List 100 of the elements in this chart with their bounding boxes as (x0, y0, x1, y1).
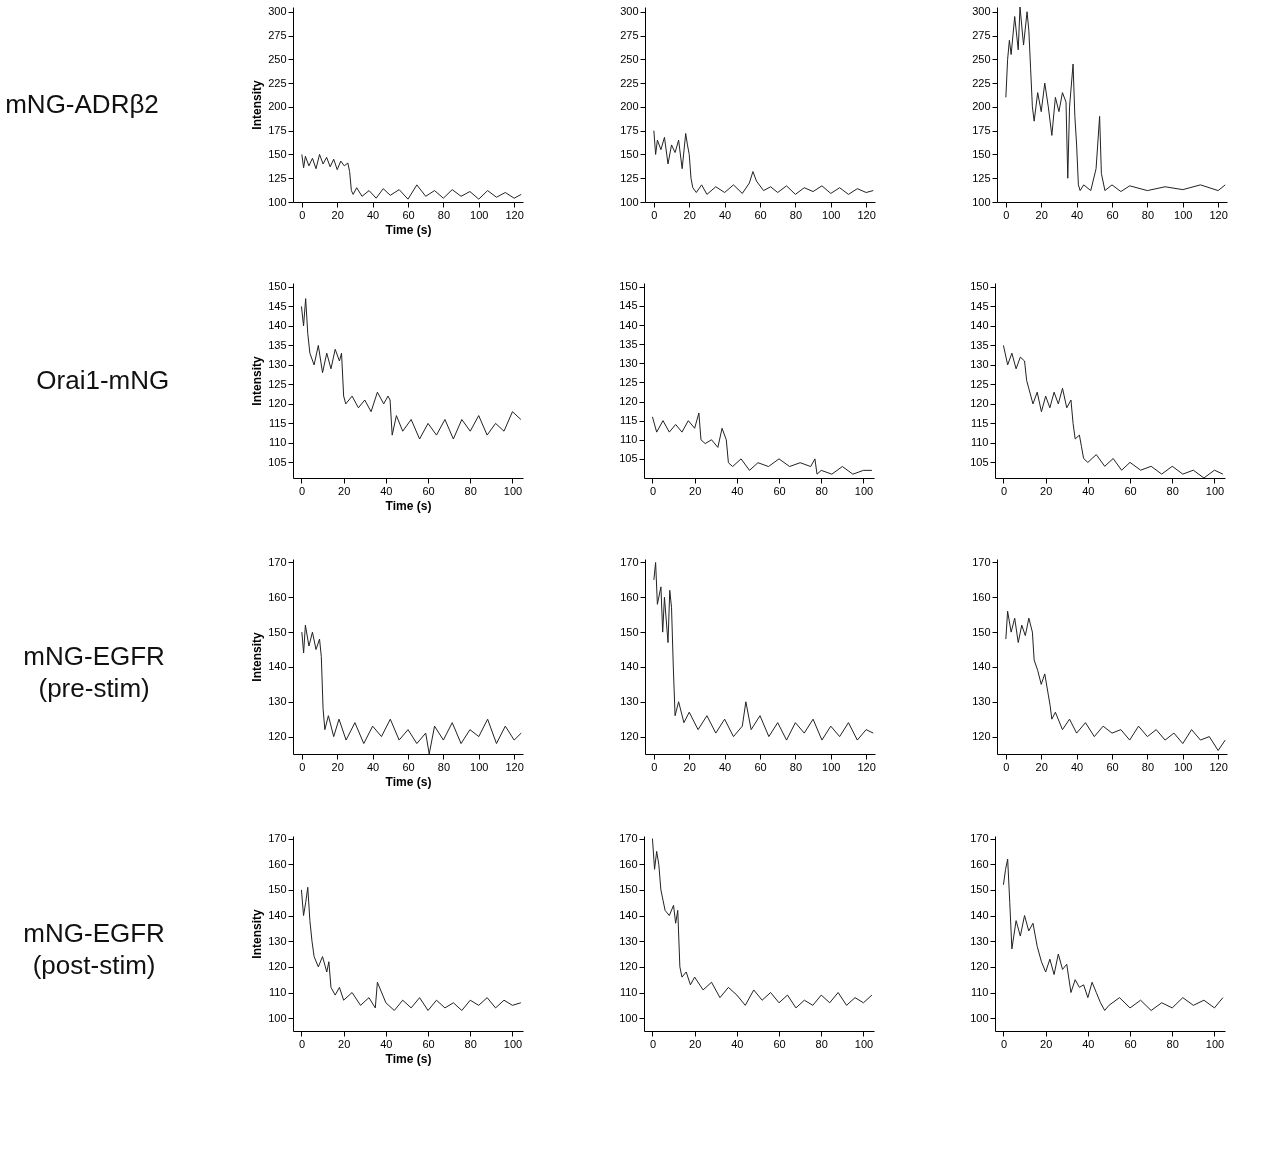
x-tick-label: 60 (1106, 208, 1119, 221)
y-tick-label: 200 (972, 100, 991, 113)
y-tick-label: 175 (268, 124, 287, 137)
y-tick-label: 275 (268, 29, 287, 42)
x-tick-label: 60 (754, 760, 767, 773)
y-tick-label: 160 (268, 590, 287, 603)
x-tick-label: 80 (789, 760, 803, 773)
y-tick-label: 150 (268, 625, 287, 638)
line-series (1005, 610, 1226, 752)
y-tick-label: 115 (619, 414, 638, 427)
x-tick-label: 100 (503, 484, 523, 497)
x-tick-label: 80 (464, 484, 477, 497)
x-tick-label: 40 (1082, 1037, 1095, 1050)
y-tick-label: 200 (268, 100, 287, 113)
y-tick-label: 250 (620, 52, 639, 65)
text: mNG-EGFR (pre-stim) (23, 640, 165, 703)
x-tick-label: 60 (1106, 760, 1119, 773)
y-tick-label: 160 (268, 857, 287, 870)
x-tick-label: 0 (1003, 760, 1010, 773)
y-tick-label: 175 (972, 124, 991, 137)
y-tick-label: 225 (620, 76, 639, 89)
x-tick-label: 120 (857, 760, 876, 773)
x-tick-label: 100 (1174, 760, 1193, 773)
y-tick-label: 100 (620, 195, 639, 208)
y-axis-title: Intensity (250, 80, 265, 130)
x-tick-label: 100 (854, 1037, 874, 1050)
x-tick-label: 100 (854, 484, 874, 497)
y-tick-label: 135 (268, 338, 287, 351)
y-tick-label: 115 (268, 416, 287, 429)
x-tick-label: 20 (338, 484, 351, 497)
x-tick-label: 80 (789, 208, 803, 221)
x-axis-title: Time (s) (385, 498, 432, 513)
x-tick-label: 100 (503, 1037, 523, 1050)
x-tick-label: 80 (815, 484, 828, 497)
y-tick-label: 135 (970, 338, 989, 351)
y-tick-label: 125 (970, 377, 989, 390)
y-tick-label: 250 (268, 52, 287, 65)
y-tick-label: 300 (268, 5, 287, 18)
y-tick-label: 145 (619, 299, 638, 312)
x-tick-label: 40 (1070, 208, 1084, 221)
y-tick-label: 100 (619, 1011, 638, 1024)
y-tick-label: 140 (970, 319, 989, 332)
y-tick-label: 140 (972, 660, 991, 673)
line-series (300, 886, 522, 1011)
line-series (300, 298, 522, 440)
x-tick-label: 60 (773, 1037, 786, 1050)
y-tick-label: 130 (619, 356, 638, 369)
y-tick-label: 300 (620, 5, 639, 18)
x-tick-label: 120 (1209, 760, 1228, 773)
x-tick-label: 100 (470, 208, 489, 221)
y-tick-label: 150 (972, 625, 991, 638)
x-tick-label: 20 (689, 1037, 702, 1050)
x-tick-label: 100 (470, 760, 489, 773)
y-tick-label: 135 (619, 337, 638, 350)
y-tick-label: 140 (268, 660, 287, 673)
y-tick-label: 130 (619, 934, 638, 947)
y-tick-label: 110 (619, 433, 638, 446)
x-tick-label: 80 (1166, 484, 1179, 497)
x-tick-label: 40 (731, 484, 744, 497)
y-tick-label: 150 (620, 147, 639, 160)
y-tick-label: 170 (619, 832, 638, 845)
y-tick-label: 140 (620, 660, 639, 673)
x-tick-label: 20 (1035, 760, 1048, 773)
y-tick-label: 110 (619, 986, 638, 999)
text: mNG-EGFR (post-stim) (23, 917, 165, 980)
y-tick-label: 150 (619, 883, 638, 896)
line-series (1002, 858, 1224, 1011)
y-tick-label: 300 (972, 5, 991, 18)
x-tick-label: 100 (1174, 208, 1193, 221)
x-tick-label: 20 (331, 208, 344, 221)
y-tick-label: 170 (620, 555, 639, 568)
x-tick-label: 100 (822, 208, 841, 221)
y-tick-label: 110 (970, 436, 989, 449)
x-tick-label: 80 (1166, 1037, 1179, 1050)
text: mNG-ADRβ2 (5, 88, 159, 119)
x-tick-label: 0 (1003, 208, 1010, 221)
x-tick-label: 20 (1040, 484, 1053, 497)
x-tick-label: 100 (1205, 1037, 1225, 1050)
x-tick-label: 120 (505, 760, 524, 773)
x-tick-label: 120 (1209, 208, 1228, 221)
y-tick-label: 175 (620, 124, 639, 137)
x-tick-label: 40 (718, 208, 732, 221)
x-tick-label: 20 (683, 760, 696, 773)
y-tick-label: 275 (972, 29, 991, 42)
y-tick-label: 150 (268, 883, 287, 896)
y-tick-label: 130 (268, 695, 287, 708)
x-tick-label: 40 (1082, 484, 1095, 497)
y-tick-label: 125 (972, 171, 991, 184)
line-series (301, 624, 522, 754)
x-tick-label: 0 (651, 760, 658, 773)
x-tick-label: 40 (366, 208, 380, 221)
y-tick-label: 145 (268, 299, 287, 312)
x-tick-label: 80 (437, 208, 451, 221)
y-tick-label: 120 (970, 397, 989, 410)
line-series (653, 130, 874, 195)
y-tick-label: 150 (268, 280, 287, 293)
x-axis-title: Time (s) (385, 774, 432, 789)
x-tick-label: 80 (437, 760, 451, 773)
line-series (301, 153, 522, 200)
x-tick-label: 60 (422, 1037, 435, 1050)
